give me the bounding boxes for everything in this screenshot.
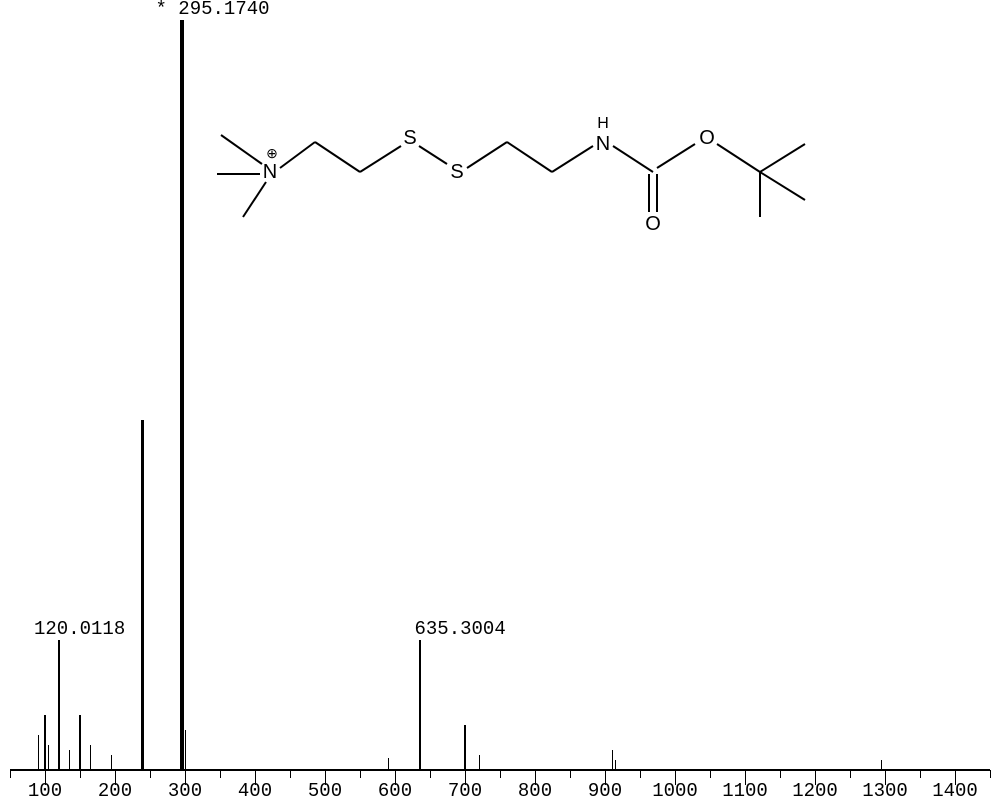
svg-text:S: S xyxy=(450,161,463,183)
x-tick-minor xyxy=(10,770,11,778)
spectrum-peak xyxy=(38,735,39,770)
x-tick-label: 1200 xyxy=(792,780,838,802)
spectrum-peak xyxy=(612,750,613,770)
spectrum-peak xyxy=(180,20,184,770)
svg-text:N: N xyxy=(596,133,610,155)
spectrum-peak xyxy=(141,420,144,770)
spectrum-peak xyxy=(185,730,186,770)
x-tick-minor xyxy=(920,770,921,778)
spectrum-peak xyxy=(58,640,60,770)
x-tick-minor xyxy=(780,770,781,778)
molecule-structure: ⊕NSSNHOO xyxy=(215,102,835,247)
svg-text:N: N xyxy=(263,161,277,183)
x-tick-label: 1400 xyxy=(932,780,978,802)
x-tick-label: 300 xyxy=(168,780,202,802)
peak-label: 120.0118 xyxy=(34,618,125,640)
x-tick-label: 500 xyxy=(308,780,342,802)
svg-text:O: O xyxy=(699,127,715,149)
x-tick-minor xyxy=(710,770,711,778)
x-tick-minor xyxy=(80,770,81,778)
spectrum-peak xyxy=(464,725,466,770)
x-tick-label: 1300 xyxy=(862,780,908,802)
x-tick-label: 400 xyxy=(238,780,272,802)
mass-spectrum-chart: ⊕NSSNHOO 1002003004005006007008009001000… xyxy=(0,0,1000,803)
svg-text:S: S xyxy=(403,127,416,149)
spectrum-peak xyxy=(79,715,81,770)
x-tick-minor xyxy=(640,770,641,778)
x-tick-minor xyxy=(570,770,571,778)
x-tick-label: 100 xyxy=(28,780,62,802)
spectrum-peak xyxy=(419,640,421,770)
x-tick-label: 600 xyxy=(378,780,412,802)
spectrum-peak xyxy=(48,745,49,770)
spectrum-peak xyxy=(69,750,70,770)
x-tick-label: 1100 xyxy=(722,780,768,802)
x-tick-minor xyxy=(360,770,361,778)
x-tick-minor xyxy=(290,770,291,778)
x-tick-label: 800 xyxy=(518,780,552,802)
x-tick-minor xyxy=(430,770,431,778)
x-tick-minor xyxy=(850,770,851,778)
svg-text:⊕: ⊕ xyxy=(266,145,278,161)
x-tick-label: 1000 xyxy=(652,780,698,802)
x-tick-label: 900 xyxy=(588,780,622,802)
x-tick-minor xyxy=(150,770,151,778)
x-tick-label: 200 xyxy=(98,780,132,802)
x-tick-minor xyxy=(220,770,221,778)
spectrum-peak xyxy=(44,715,46,770)
spectrum-peak xyxy=(111,755,112,770)
x-tick-minor xyxy=(990,770,991,778)
svg-text:H: H xyxy=(597,115,609,132)
svg-text:O: O xyxy=(645,213,661,235)
x-tick-minor xyxy=(500,770,501,778)
spectrum-peak xyxy=(479,755,480,770)
x-tick-label: 700 xyxy=(448,780,482,802)
spectrum-peak xyxy=(90,745,91,770)
peak-label: * 295.1740 xyxy=(156,0,270,20)
peak-label: 635.3004 xyxy=(415,618,506,640)
